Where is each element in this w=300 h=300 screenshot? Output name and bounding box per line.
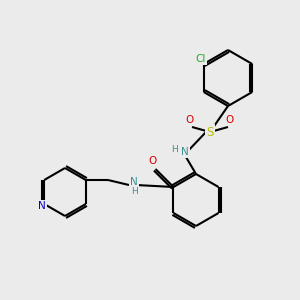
Text: N: N <box>130 177 138 187</box>
Text: S: S <box>206 125 214 139</box>
Text: N: N <box>181 147 189 157</box>
Text: H: H <box>172 145 178 154</box>
Text: N: N <box>38 201 46 211</box>
Text: H: H <box>130 187 137 196</box>
Text: Cl: Cl <box>196 54 206 64</box>
Text: O: O <box>186 115 194 125</box>
Text: O: O <box>226 115 234 125</box>
Text: O: O <box>148 156 157 166</box>
